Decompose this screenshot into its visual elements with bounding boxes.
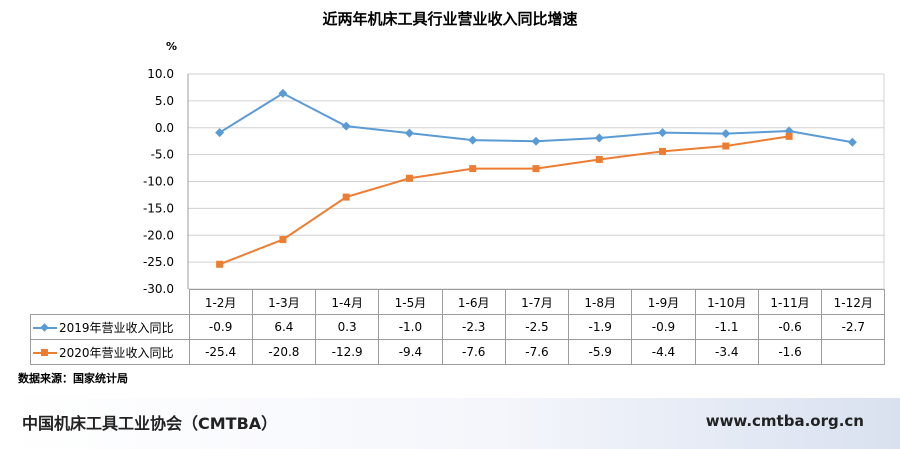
category-label: 1-4月 — [315, 289, 380, 315]
legend-entry-2020: 2020年营业收入同比 — [30, 339, 190, 365]
y-tick-label: -25.0 — [143, 255, 174, 269]
data-point-marker — [721, 129, 731, 139]
data-point-marker — [595, 155, 603, 163]
category-header-row: 1-2月 1-3月 1-4月 1-5月 1-6月 1-7月 1-8月 1-9月 1-10月 1-1… — [30, 289, 886, 315]
y-tick-label: -10.0 — [143, 175, 174, 189]
data-value-cell: -7.6 — [441, 339, 506, 365]
category-label: 1-8月 — [568, 289, 633, 315]
data-value-cell: -1.6 — [757, 339, 823, 365]
data-point-marker — [341, 121, 351, 131]
data-value-cell: -1.1 — [694, 314, 759, 340]
data-value-cell: -2.5 — [504, 314, 570, 340]
series-row-2019: 2019年营业收入同比 -0.9 6.4 0.3 -1.0 -2.3 -2.5 -1.9 -0… — [30, 314, 886, 340]
data-value-cell: -25.4 — [188, 339, 253, 365]
y-tick-label: 10.0 — [147, 67, 174, 81]
data-point-marker — [342, 193, 350, 201]
category-label: 1-9月 — [631, 289, 696, 315]
data-value-cell: -1.9 — [568, 314, 633, 340]
series-row-2020: 2020年营业收入同比 -25.4 -20.8 -12.9 -9.4 -7.6 -7.6-… — [30, 339, 886, 365]
legend-label: 2019年营业收入同比 — [59, 320, 174, 335]
category-label: 1-3月 — [251, 289, 317, 315]
data-point-marker — [847, 137, 857, 147]
data-value-cell: 6.4 — [251, 314, 317, 340]
data-table: 1-2月 1-3月 1-4月 1-5月 1-6月 1-7月 1-8月 1-9月 1-10月 1-1… — [30, 289, 886, 365]
category-label: 1-10月 — [694, 289, 759, 315]
data-point-marker — [404, 128, 414, 138]
data-value-cell: -0.6 — [757, 314, 823, 340]
source-note: 数据来源：国家统计局 — [18, 372, 128, 385]
category-label: 1-7月 — [504, 289, 570, 315]
data-value-cell: -0.9 — [631, 314, 696, 340]
data-point-marker — [531, 136, 541, 146]
y-axis-unit: % — [166, 40, 178, 53]
legend-label: 2020年营业收入同比 — [59, 345, 174, 360]
chart-title: 近两年机床工具行业营业收入同比增速 — [322, 10, 578, 28]
data-value-cell: 0.3 — [315, 314, 380, 340]
data-point-marker — [468, 135, 478, 145]
data-point-marker — [785, 132, 793, 140]
data-value-cell: -9.4 — [378, 339, 443, 365]
y-tick-label: -5.0 — [151, 148, 174, 162]
data-value-cell: -2.3 — [441, 314, 506, 340]
y-tick-label: -15.0 — [143, 201, 174, 215]
data-value-cell: -1.0 — [378, 314, 443, 340]
data-value-cell: -3.4 — [694, 339, 759, 365]
data-point-marker — [215, 128, 225, 138]
data-value-cell: -20.8 — [251, 339, 317, 365]
category-label: 1-2月 — [188, 289, 253, 315]
data-point-marker — [405, 174, 413, 182]
footer-banner: 中国机床工具工业协会（CMTBA） www.cmtba.org.cn — [0, 398, 900, 449]
data-value-cell: -4.4 — [631, 339, 696, 365]
chart-plot-area: 10.05.00.0-5.0-10.0-15.0-20.0-25.0-30.0 — [143, 67, 885, 296]
data-value-cell: -12.9 — [315, 339, 380, 365]
data-point-marker — [469, 165, 477, 173]
data-point-marker — [279, 236, 287, 244]
series-line-2020 — [219, 135, 790, 266]
footer-website-link[interactable]: www.cmtba.org.cn — [705, 412, 864, 430]
category-label: 1-6月 — [441, 289, 506, 315]
data-value-cell — [821, 339, 886, 365]
data-point-marker — [532, 165, 540, 173]
y-tick-label: 0.0 — [155, 121, 174, 135]
data-point-marker — [278, 88, 288, 98]
table-corner — [30, 289, 190, 315]
square-marker-icon — [33, 348, 57, 358]
data-point-marker — [659, 147, 667, 155]
data-point-marker — [722, 142, 730, 150]
y-tick-label: -20.0 — [143, 228, 174, 242]
data-value-cell: -0.9 — [188, 314, 253, 340]
data-value-cell: -5.9 — [568, 339, 633, 365]
data-point-marker — [658, 128, 668, 138]
legend-entry-2019: 2019年营业收入同比 — [30, 314, 190, 340]
category-label: 1-12月 — [821, 289, 886, 315]
diamond-marker-icon — [33, 323, 57, 333]
category-label: 1-11月 — [757, 289, 823, 315]
data-value-cell: -7.6 — [504, 339, 570, 365]
category-label: 1-5月 — [378, 289, 443, 315]
data-value-cell: -2.7 — [821, 314, 886, 340]
data-point-marker — [216, 260, 224, 268]
data-point-marker — [594, 133, 604, 143]
y-tick-label: 5.0 — [155, 94, 174, 108]
footer-org-name: 中国机床工具工业协会（CMTBA） — [22, 414, 278, 433]
